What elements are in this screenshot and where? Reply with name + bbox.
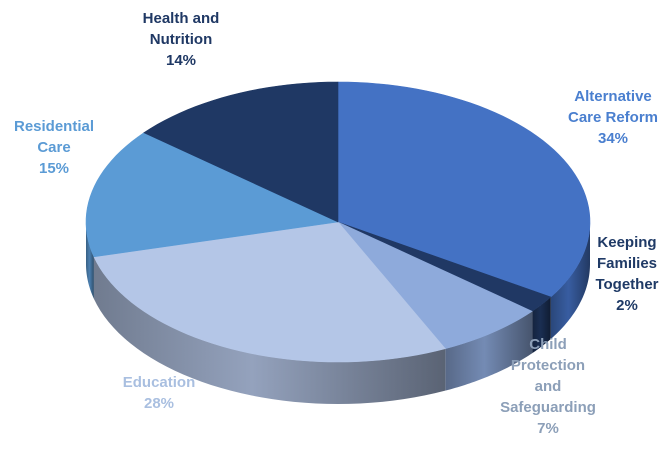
- pie-side-residential-care: [86, 222, 94, 299]
- data-label-line: Alternative: [574, 88, 652, 105]
- pie-slice-residential-care: [85, 132, 340, 258]
- data-label-line: 7%: [537, 420, 559, 437]
- data-label-line: Education: [122, 374, 196, 391]
- data-label-child-protection-and-safeguarding: Child Protection and Safeguarding 7%: [488, 334, 608, 439]
- pie-top-faces: [85, 81, 591, 363]
- pie-slice-health-and-nutrition: [143, 81, 339, 223]
- pie-side-keeping-families-together: [532, 297, 551, 354]
- data-label-alternative-care-reform: Alternative Care Reform 34%: [558, 86, 667, 149]
- data-label-keeping-families-together: Keeping Families Together 2%: [590, 232, 664, 316]
- pie-slice-alternative-care-reform: [337, 81, 591, 298]
- pie-side-education: [93, 256, 446, 404]
- data-label-line: 2%: [616, 297, 638, 314]
- data-label-line: Families: [596, 255, 658, 272]
- data-label-line: Together: [595, 276, 659, 293]
- pie-side-alternative-care-reform: [550, 222, 590, 340]
- data-label-health-and-nutrition: Health and Nutrition 14%: [126, 8, 236, 71]
- data-label-line: Care: [37, 139, 71, 156]
- pie-slice-keeping-families-together: [337, 221, 552, 312]
- pie-side-walls: [86, 222, 590, 404]
- data-label-education: Education 28%: [104, 372, 214, 414]
- data-label-line: Residential: [13, 118, 95, 135]
- data-label-line: Care Reform: [567, 109, 659, 126]
- data-label-line: 34%: [597, 130, 629, 147]
- data-label-line: 14%: [165, 52, 197, 69]
- data-label-line: Health and: [142, 10, 220, 27]
- data-label-residential-care: Residential Care 15%: [4, 116, 104, 179]
- pie-side-child-protection-and-safeguarding: [445, 311, 533, 391]
- data-label-line: 28%: [143, 395, 175, 412]
- data-label-line: Keeping: [597, 234, 657, 251]
- data-label-line: Protection: [510, 357, 586, 374]
- data-label-line: Child: [529, 336, 567, 353]
- pie-slice-education: [93, 221, 446, 363]
- data-label-line: and: [534, 378, 562, 395]
- pie-slice-child-protection-and-safeguarding: [337, 221, 533, 350]
- data-label-line: Safeguarding: [500, 399, 596, 416]
- data-label-line: 15%: [38, 160, 70, 177]
- data-label-line: Nutrition: [149, 31, 213, 48]
